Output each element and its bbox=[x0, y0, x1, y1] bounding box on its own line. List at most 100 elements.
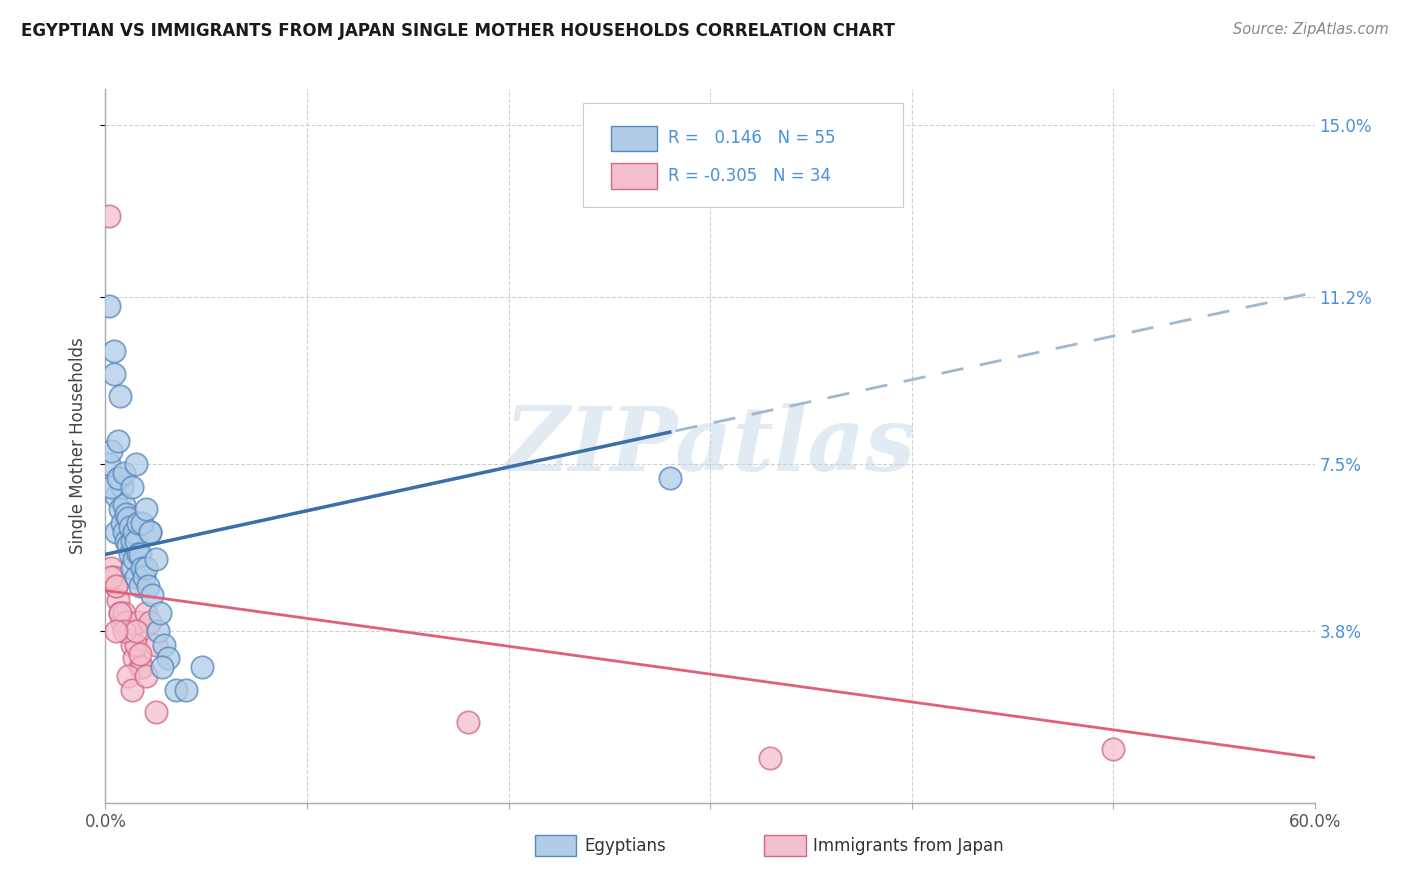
Point bbox=[110, 516, 132, 530]
Point bbox=[128, 579, 150, 593]
Point bbox=[108, 389, 131, 403]
Point bbox=[125, 624, 148, 639]
Point bbox=[103, 367, 125, 381]
Point bbox=[127, 615, 149, 629]
Point bbox=[145, 638, 167, 652]
Point bbox=[110, 615, 132, 629]
FancyBboxPatch shape bbox=[583, 103, 904, 207]
Point bbox=[149, 606, 172, 620]
Point bbox=[114, 615, 136, 629]
Point bbox=[136, 579, 159, 593]
Point bbox=[104, 489, 127, 503]
Point bbox=[139, 524, 162, 539]
Y-axis label: Single Mother Households: Single Mother Households bbox=[69, 338, 87, 554]
Point bbox=[122, 552, 145, 566]
Point bbox=[128, 548, 150, 562]
Point bbox=[135, 502, 157, 516]
Bar bbox=[765, 835, 806, 856]
Point bbox=[103, 570, 125, 584]
Point bbox=[125, 570, 148, 584]
Point bbox=[150, 660, 173, 674]
Point bbox=[145, 552, 167, 566]
Point bbox=[127, 548, 149, 562]
Point bbox=[128, 660, 150, 674]
Point bbox=[104, 624, 127, 639]
Bar bbox=[610, 163, 657, 189]
Point bbox=[114, 533, 136, 548]
Point bbox=[145, 706, 167, 720]
Point bbox=[131, 561, 153, 575]
Point bbox=[153, 638, 176, 652]
Text: Immigrants from Japan: Immigrants from Japan bbox=[813, 837, 1004, 855]
Point bbox=[117, 669, 139, 683]
Point bbox=[128, 647, 150, 661]
Point bbox=[110, 480, 132, 494]
Point bbox=[139, 615, 162, 629]
Point bbox=[122, 651, 145, 665]
Point bbox=[112, 624, 135, 639]
Point bbox=[112, 606, 135, 620]
Point bbox=[125, 457, 148, 471]
Bar bbox=[534, 835, 576, 856]
Point bbox=[165, 682, 187, 697]
Point bbox=[98, 299, 121, 313]
Point bbox=[139, 524, 162, 539]
Point bbox=[118, 624, 141, 639]
Point bbox=[121, 480, 143, 494]
Point bbox=[112, 498, 135, 512]
Point bbox=[112, 466, 135, 480]
Point bbox=[100, 570, 122, 584]
Point bbox=[107, 592, 129, 607]
Point bbox=[107, 470, 129, 484]
Point bbox=[112, 524, 135, 539]
Point bbox=[135, 606, 157, 620]
Text: R =   0.146   N = 55: R = 0.146 N = 55 bbox=[668, 129, 835, 147]
Point bbox=[125, 533, 148, 548]
Point bbox=[114, 507, 136, 521]
Point bbox=[131, 660, 153, 674]
Text: Source: ZipAtlas.com: Source: ZipAtlas.com bbox=[1233, 22, 1389, 37]
Point bbox=[1102, 741, 1125, 756]
Point bbox=[117, 624, 139, 639]
Point bbox=[122, 524, 145, 539]
Point bbox=[127, 516, 149, 530]
Point bbox=[174, 682, 197, 697]
Text: ZIPatlas: ZIPatlas bbox=[505, 403, 915, 489]
Point bbox=[156, 651, 179, 665]
Point bbox=[141, 588, 163, 602]
Point bbox=[121, 533, 143, 548]
Point bbox=[108, 606, 131, 620]
Point bbox=[100, 443, 122, 458]
Point bbox=[98, 209, 121, 223]
Text: Egyptians: Egyptians bbox=[585, 837, 666, 855]
Point bbox=[121, 561, 143, 575]
Point bbox=[658, 470, 681, 484]
Point bbox=[108, 606, 131, 620]
Point bbox=[104, 524, 127, 539]
Point bbox=[118, 548, 141, 562]
Point bbox=[100, 480, 122, 494]
Bar bbox=[610, 126, 657, 152]
Point bbox=[131, 516, 153, 530]
Point bbox=[108, 470, 131, 484]
Point bbox=[125, 638, 148, 652]
Text: R = -0.305   N = 34: R = -0.305 N = 34 bbox=[668, 168, 831, 186]
Point bbox=[98, 457, 121, 471]
Point bbox=[103, 344, 125, 359]
Point bbox=[104, 579, 127, 593]
Point bbox=[100, 561, 122, 575]
Point bbox=[146, 624, 169, 639]
Text: EGYPTIAN VS IMMIGRANTS FROM JAPAN SINGLE MOTHER HOUSEHOLDS CORRELATION CHART: EGYPTIAN VS IMMIGRANTS FROM JAPAN SINGLE… bbox=[21, 22, 896, 40]
Point bbox=[135, 561, 157, 575]
Point bbox=[457, 714, 479, 729]
Point bbox=[759, 750, 782, 764]
Point bbox=[104, 579, 127, 593]
Point bbox=[135, 669, 157, 683]
Point bbox=[117, 511, 139, 525]
Point bbox=[118, 520, 141, 534]
Point bbox=[107, 434, 129, 449]
Point bbox=[191, 660, 214, 674]
Point bbox=[121, 682, 143, 697]
Point bbox=[117, 538, 139, 552]
Point bbox=[121, 638, 143, 652]
